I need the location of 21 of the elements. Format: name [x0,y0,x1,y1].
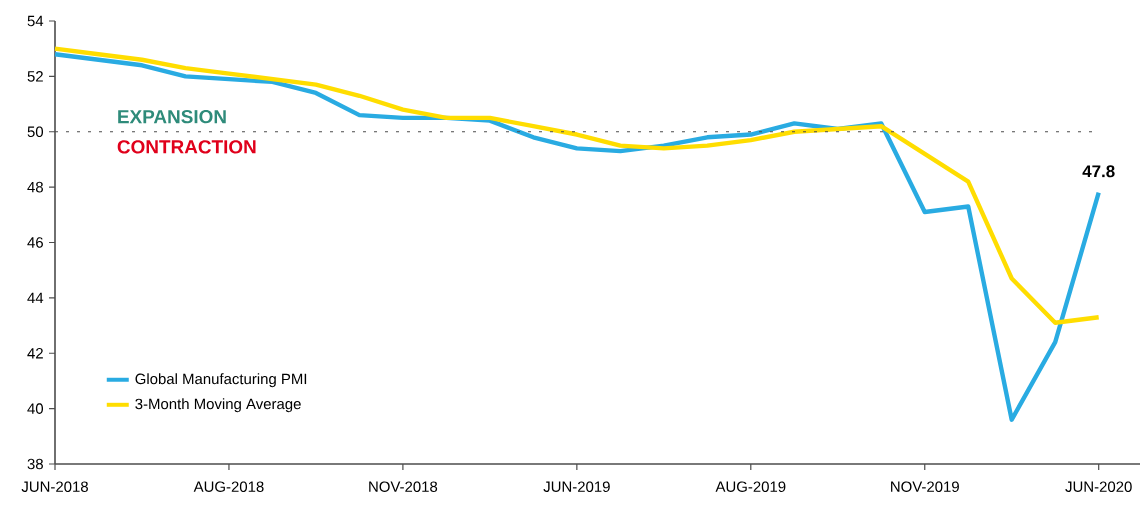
annotation: 47.8 [1082,165,1115,178]
y-tick-label: 44 [27,292,44,304]
x-tick-label: AUG-2019 [715,481,786,492]
annotation: CONTRACTION [117,140,256,154]
y-tick-label: 52 [27,71,43,82]
y-tick-label: 54 [27,15,44,27]
y-tick-label: 40 [27,403,44,414]
annotation: EXPANSION [118,109,226,124]
y-tick-label: 48 [27,181,43,193]
y-tick-label: 46 [27,237,43,248]
x-tick-label: AUG-2018 [193,481,264,492]
legend-label: Global Manufacturing PMI [135,373,307,388]
x-tick-label: NOV-2019 [891,481,959,492]
y-tick-label: 50 [27,126,44,138]
y-tick-label: 42 [27,348,43,359]
y-tick-label: 38 [27,458,43,470]
x-tick-label: NOV-2018 [369,481,438,492]
legend-label: 3-Month Moving Average [135,398,301,413]
x-tick-label: JUN-2018 [21,481,88,492]
x-tick-label: JUN-2020 [1065,481,1132,492]
x-tick-label: JUN-2019 [543,481,610,492]
